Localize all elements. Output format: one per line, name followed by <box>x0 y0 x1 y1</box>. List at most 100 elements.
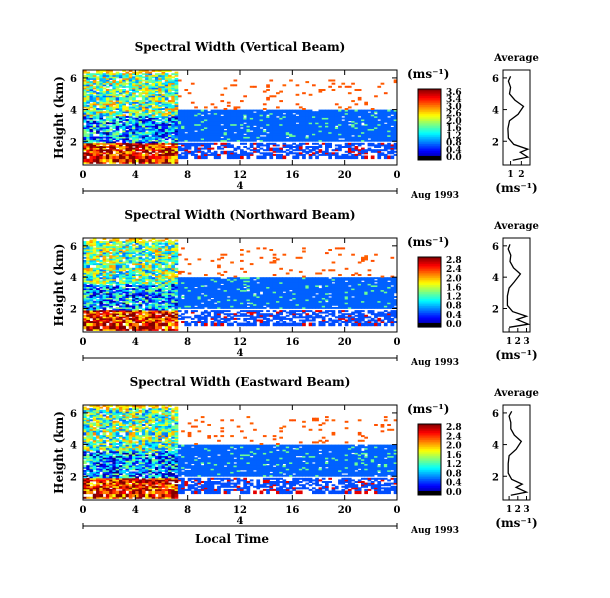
heatmap-cell <box>161 73 166 76</box>
heatmap-cell <box>302 115 306 118</box>
heatmap-cell <box>96 96 100 99</box>
heatmap-cell <box>210 128 215 131</box>
heatmap-cell <box>151 322 156 325</box>
heatmap-cell <box>174 98 179 101</box>
heatmap-cell <box>184 144 189 147</box>
heatmap-cell <box>171 266 175 269</box>
heatmap-cell <box>125 74 130 77</box>
colorbar-swatch <box>418 140 441 143</box>
heatmap-cell <box>141 87 146 90</box>
heatmap-cell <box>125 90 130 93</box>
heatmap-cell <box>112 74 117 77</box>
colorbar-swatch <box>418 147 441 150</box>
heatmap-cell <box>168 146 172 148</box>
heatmap-cell <box>387 146 391 148</box>
heatmap-cell <box>187 111 192 114</box>
heatmap-cell <box>315 131 319 134</box>
heatmap-cell <box>102 79 107 82</box>
heatmap-cell <box>187 303 192 306</box>
heatmap-cell <box>112 294 117 297</box>
heatmap-cell <box>83 112 87 115</box>
heatmap-cell <box>262 122 267 125</box>
heatmap-cell <box>233 111 238 114</box>
heatmap-cell <box>112 319 117 322</box>
heatmap-cell <box>158 269 162 272</box>
heatmap-cell <box>364 136 368 139</box>
heatmap-cell <box>210 120 215 123</box>
heatmap-cell <box>112 297 117 300</box>
heatmap-cell <box>83 79 87 82</box>
heatmap-cell <box>184 149 189 152</box>
heatmap-cell <box>135 328 139 331</box>
heatmap-cell <box>174 114 179 117</box>
heatmap-cell <box>364 138 368 141</box>
heatmap-cell <box>256 142 261 145</box>
heatmap-cell <box>325 134 329 137</box>
heatmap-cell <box>141 311 146 314</box>
heatmap-cell <box>92 296 97 298</box>
heatmap-cell <box>168 114 172 117</box>
heatmap-cell <box>151 109 156 112</box>
heatmap-cell <box>145 127 149 129</box>
heatmap-cell <box>168 157 172 160</box>
heatmap-cell <box>168 158 172 161</box>
heatmap-cell <box>217 117 221 120</box>
heatmap-cell <box>128 310 133 313</box>
heatmap-cell <box>135 327 139 330</box>
heatmap-cell <box>249 131 254 134</box>
heatmap-cell <box>177 138 182 141</box>
heatmap-cell <box>135 74 139 77</box>
heatmap-cell <box>177 300 182 303</box>
heatmap-cell <box>92 153 97 156</box>
heatmap-cell <box>151 267 156 270</box>
heatmap-cell <box>125 153 130 156</box>
heatmap-cell <box>112 81 117 84</box>
heatmap-cell <box>256 109 261 112</box>
heatmap-cell <box>115 101 120 104</box>
heatmap-cell <box>226 115 231 118</box>
heatmap-cell <box>99 252 104 255</box>
heatmap-cell <box>99 123 104 126</box>
heatmap-cell <box>105 327 110 330</box>
heatmap-cell <box>171 294 175 297</box>
heatmap-cell <box>86 71 90 74</box>
heatmap-cell <box>174 123 179 126</box>
heatmap-cell <box>92 238 97 240</box>
heatmap-cell <box>351 100 355 103</box>
heatmap-cell <box>151 74 156 77</box>
heatmap-cell <box>393 127 398 129</box>
heatmap-cell <box>132 147 136 150</box>
heatmap-cell <box>119 134 123 137</box>
heatmap-cell <box>174 120 179 123</box>
heatmap-cell <box>171 138 175 141</box>
heatmap-cell <box>119 119 123 122</box>
heatmap-cell <box>122 256 126 259</box>
heatmap-cell <box>155 261 159 264</box>
heatmap-cell <box>171 157 175 160</box>
heatmap-cell <box>148 93 153 96</box>
heatmap-cell <box>86 122 90 125</box>
heatmap-cell <box>272 134 277 137</box>
heatmap-cell <box>132 95 136 98</box>
heatmap-cell <box>200 144 205 147</box>
heatmap-cell <box>285 128 290 131</box>
heatmap-cell <box>148 285 153 287</box>
heatmap-cell <box>164 263 169 266</box>
heatmap-cell <box>370 119 375 122</box>
heatmap-cell <box>99 79 104 82</box>
heatmap-cell <box>102 158 107 161</box>
heatmap-cell <box>96 136 100 139</box>
heatmap-cell <box>158 141 162 144</box>
heatmap-cell <box>276 155 280 158</box>
heatmap-cell <box>174 157 179 160</box>
heatmap-cell <box>171 146 175 148</box>
heatmap-cell <box>347 133 352 136</box>
heatmap-cell <box>96 325 100 328</box>
heatmap-cell <box>223 152 228 155</box>
heatmap-cell <box>92 311 97 314</box>
heatmap-cell <box>122 146 126 148</box>
heatmap-cell <box>122 255 126 258</box>
heatmap-cell <box>119 147 123 150</box>
heatmap-cell <box>109 100 113 103</box>
heatmap-cell <box>102 272 107 275</box>
